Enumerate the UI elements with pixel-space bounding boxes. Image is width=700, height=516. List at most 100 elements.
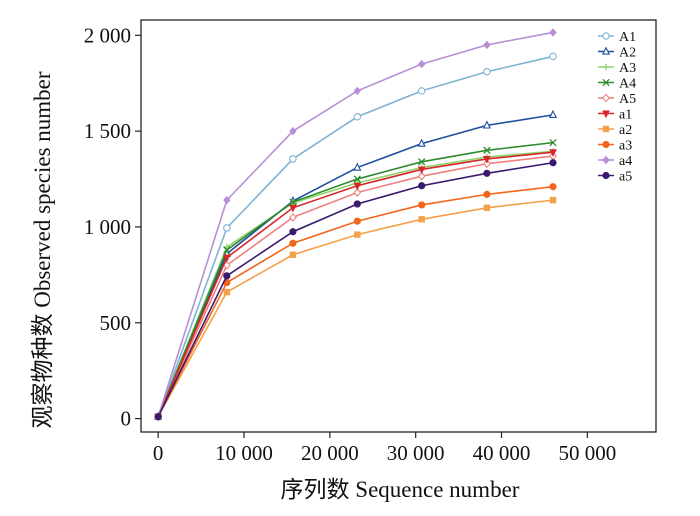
legend-label: a3 <box>619 139 632 154</box>
legend-label: a1 <box>619 108 632 123</box>
legend-label: A3 <box>619 61 636 76</box>
data-point-A2 <box>353 162 362 171</box>
legend-marker <box>602 93 610 103</box>
data-point-a3 <box>549 183 557 191</box>
data-point-a3 <box>418 201 426 209</box>
legend-label: a5 <box>619 170 632 185</box>
data-point-A4 <box>353 175 361 183</box>
legend-item-A5: A5 <box>598 92 636 107</box>
legend-item-a4: a4 <box>598 154 632 169</box>
series-layer <box>154 28 558 422</box>
data-point-a2 <box>418 216 425 223</box>
data-point-a5 <box>483 169 491 177</box>
legend-item-A4: A4 <box>598 77 636 92</box>
data-point-a5 <box>549 159 557 167</box>
legend-marker <box>602 125 610 133</box>
legend-label: A1 <box>619 30 636 45</box>
data-point-A4 <box>418 158 426 166</box>
data-point-a2 <box>223 288 231 296</box>
data-point-A2 <box>417 138 426 147</box>
legend-item-a3: a3 <box>598 139 632 154</box>
legend-item-A1: A1 <box>598 30 636 45</box>
data-point-a3 <box>289 239 297 247</box>
y-tick-label: 0 <box>121 407 132 431</box>
data-point-a1 <box>353 182 362 191</box>
data-point-A2 <box>548 109 558 119</box>
y-tick-label: 1 500 <box>84 119 131 143</box>
data-point-A5 <box>288 212 297 222</box>
legend-label: A5 <box>619 92 636 107</box>
legend-item-A3: A3 <box>598 61 636 76</box>
data-point-A4 <box>289 198 297 206</box>
data-point-a3 <box>353 217 361 225</box>
data-point-A1 <box>549 52 557 61</box>
legend-marker <box>601 46 611 55</box>
data-point-A4 <box>549 138 557 147</box>
legend-marker <box>602 32 610 40</box>
data-point-A4 <box>483 146 491 154</box>
data-point-A5 <box>482 159 491 169</box>
x-axis-title: 序列数 Sequence number <box>281 477 520 502</box>
legend-marker <box>602 155 610 165</box>
series-a2 <box>154 196 557 420</box>
data-point-A5 <box>417 171 426 181</box>
data-point-a5 <box>223 272 231 280</box>
series-A4 <box>154 138 557 421</box>
axis-layer: 0 10 000 20 000 30 000 40 000 50 000 0 500 1 000… <box>84 19 657 465</box>
legend-label: A2 <box>619 46 636 61</box>
data-point-a1 <box>483 155 491 164</box>
x-tick-label: 30 000 <box>387 441 445 465</box>
legend-marker <box>602 171 610 180</box>
data-point-a4 <box>353 86 362 96</box>
data-point-a1 <box>222 254 231 263</box>
data-point-a2 <box>354 231 361 238</box>
legend-label: a4 <box>619 154 632 169</box>
legend-marker <box>602 140 610 149</box>
legend-item-a1: a1 <box>598 108 632 123</box>
y-tick-label: 500 <box>100 311 132 335</box>
legend-label: A4 <box>619 77 636 92</box>
data-point-a5 <box>418 182 426 190</box>
data-point-a4 <box>289 126 297 136</box>
data-point-a4 <box>223 195 231 205</box>
y-tick-label: 1 000 <box>84 215 131 239</box>
legend-marker <box>602 110 610 119</box>
series-line-A2 <box>157 114 554 417</box>
data-point-a5 <box>154 413 162 421</box>
y-tick-label: 2 000 <box>84 23 131 47</box>
data-point-a2 <box>549 196 557 204</box>
data-point-a1 <box>417 166 426 175</box>
data-point-A1 <box>353 113 362 121</box>
legend-item-a5: a5 <box>598 170 632 185</box>
data-point-A1 <box>417 87 426 95</box>
data-point-A4 <box>223 246 231 254</box>
x-tick-label: 10 000 <box>215 441 273 465</box>
series-line-A5 <box>157 155 554 418</box>
data-point-A1 <box>289 155 297 163</box>
data-point-a1 <box>549 149 557 157</box>
data-point-A1 <box>483 67 491 76</box>
y-axis-title: 观察物种数 Observed species number <box>30 71 55 428</box>
data-point-a2 <box>289 251 297 258</box>
x-tick-label: 0 <box>153 441 164 465</box>
series-a3 <box>154 183 557 421</box>
x-tick-label: 40 000 <box>473 441 531 465</box>
data-point-a4 <box>483 40 491 50</box>
data-point-a3 <box>483 190 491 198</box>
series-A5 <box>154 151 557 422</box>
legend-item-a2: a2 <box>598 123 632 138</box>
legend-label: a2 <box>619 123 632 138</box>
series-a5 <box>154 159 557 421</box>
legend-item-A2: A2 <box>598 46 636 61</box>
data-point-A5 <box>353 188 362 197</box>
data-point-a4 <box>417 59 426 69</box>
x-tick-label: 20 000 <box>301 441 359 465</box>
data-point-A2 <box>482 120 491 129</box>
series-a4 <box>154 28 557 421</box>
data-point-a5 <box>289 228 297 236</box>
legend-marker <box>602 63 610 71</box>
legend-marker <box>602 78 610 87</box>
